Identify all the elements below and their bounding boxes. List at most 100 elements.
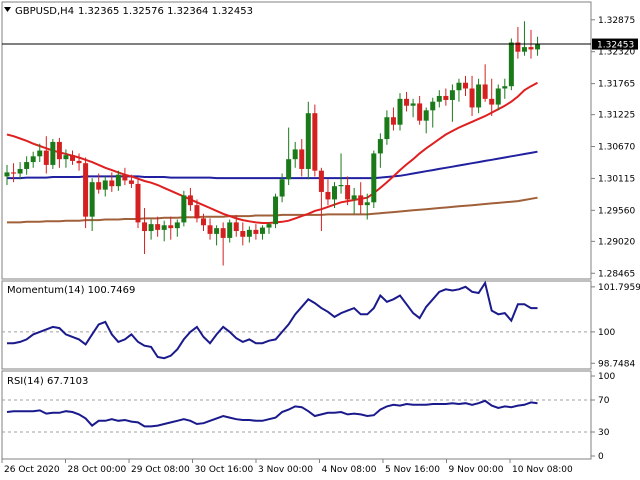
sma100-line xyxy=(7,150,538,180)
candle-body xyxy=(4,172,10,177)
momentum-tick-label: 100 xyxy=(598,328,615,338)
candle-body xyxy=(508,42,514,87)
price-tick-label: 1.32875 xyxy=(598,16,635,26)
rsi-axis: 100 70 30 0 xyxy=(591,372,615,462)
candle-body xyxy=(299,149,305,169)
time-tick-label: 9 Nov 00:00 xyxy=(449,465,504,475)
candle-body xyxy=(122,174,128,181)
candle-body xyxy=(397,98,403,125)
candle-body xyxy=(30,156,36,163)
candle-body xyxy=(404,98,410,106)
candle-body xyxy=(482,84,488,99)
rsi-tick-label: 70 xyxy=(598,396,610,406)
moving-averages xyxy=(6,81,538,224)
candle-body xyxy=(109,180,115,187)
candle-body xyxy=(443,95,449,100)
candle-body xyxy=(246,229,252,237)
candle-body xyxy=(96,182,102,190)
candle-body xyxy=(495,88,501,105)
candle-body xyxy=(528,47,534,50)
candle-body xyxy=(161,225,167,230)
candle-body xyxy=(168,225,174,229)
price-tick-label: 1.30670 xyxy=(598,143,635,153)
momentum-panel[interactable] xyxy=(1,280,592,370)
candle-body xyxy=(489,98,495,105)
price-tick-label: 1.30115 xyxy=(598,174,635,184)
time-tick-label: 10 Nov 08:00 xyxy=(512,465,573,475)
momentum-tick-label: 98.7484 xyxy=(598,359,635,369)
candle-body xyxy=(201,218,206,226)
candle-body xyxy=(181,195,187,223)
candle-body xyxy=(423,110,429,121)
candle-body xyxy=(449,90,455,100)
candle-body xyxy=(456,82,462,91)
candle-body xyxy=(76,160,82,164)
candle-body xyxy=(377,139,383,154)
candle-body xyxy=(266,224,272,228)
time-tick-label: 28 Oct 00:00 xyxy=(68,465,127,475)
candle-body xyxy=(83,163,89,217)
candle-body xyxy=(142,222,148,232)
price-tick-label: 1.29020 xyxy=(598,237,635,247)
candle-body xyxy=(515,42,521,52)
candle-body xyxy=(463,82,468,89)
candle-body xyxy=(148,224,154,232)
candle-body xyxy=(187,195,193,206)
candle-body xyxy=(345,185,351,200)
sma200-line xyxy=(7,196,538,224)
candle-body xyxy=(502,86,508,89)
sma20-line xyxy=(6,81,538,224)
candle-body xyxy=(56,141,62,160)
momentum-line xyxy=(7,280,538,360)
candle-body xyxy=(469,88,475,108)
current-price-tag xyxy=(592,38,638,50)
candle-body xyxy=(214,228,220,234)
candle-body xyxy=(24,162,30,169)
candle-body xyxy=(17,168,23,174)
rsi-line xyxy=(6,399,538,428)
price-panel[interactable] xyxy=(1,1,592,280)
candle-body xyxy=(37,150,43,157)
time-tick-label: 4 Nov 08:00 xyxy=(322,465,377,475)
candle-body xyxy=(135,183,141,223)
candle-body xyxy=(43,150,49,165)
candle-body xyxy=(273,196,279,225)
candle-body xyxy=(89,182,95,217)
price-tick-label: 1.28465 xyxy=(598,269,635,279)
time-tick-label: 3 Nov 00:00 xyxy=(258,465,313,475)
price-axis: 1.32875 1.32320 1.31765 1.31225 1.30670 1.301… xyxy=(591,16,635,279)
candle-body xyxy=(220,228,226,238)
triangle-down-icon[interactable] xyxy=(4,7,11,12)
candle-body xyxy=(70,155,75,161)
candle-body xyxy=(521,47,527,52)
rsi-panel[interactable] xyxy=(1,370,592,460)
candle-body xyxy=(476,84,482,108)
momentum-title: Momentum(14) 100.7469 xyxy=(7,285,135,296)
candle-body xyxy=(11,172,17,174)
current-price-label: 1.32453 xyxy=(597,41,634,51)
oscillators xyxy=(2,280,591,433)
candle-body xyxy=(332,186,337,200)
candle-body xyxy=(364,202,370,206)
candle-body xyxy=(292,149,298,160)
candle-body xyxy=(325,191,331,200)
time-tick-label: 26 Oct 2020 xyxy=(4,465,60,475)
rsi-tick-label: 0 xyxy=(598,452,604,462)
candle-body xyxy=(240,231,246,237)
time-axis: 26 Oct 2020 28 Oct 00:00 29 Oct 08:00 30 Oc… xyxy=(1,459,573,475)
time-tick-label: 5 Nov 16:00 xyxy=(385,465,440,475)
momentum-tick-label: 101.7959 xyxy=(598,283,640,293)
candle-body xyxy=(358,195,364,206)
candle-body xyxy=(286,159,292,180)
candle-body xyxy=(390,117,396,125)
candle-body xyxy=(227,222,233,238)
price-tick-label: 1.29560 xyxy=(598,206,635,216)
candle-body xyxy=(155,224,161,230)
candle-body xyxy=(50,141,56,165)
rsi-tick-label: 30 xyxy=(598,428,610,438)
price-tick-label: 1.31225 xyxy=(598,111,635,121)
candle-body xyxy=(128,180,134,184)
price-tick-label: 1.32320 xyxy=(598,48,635,58)
candle-body xyxy=(351,195,357,200)
